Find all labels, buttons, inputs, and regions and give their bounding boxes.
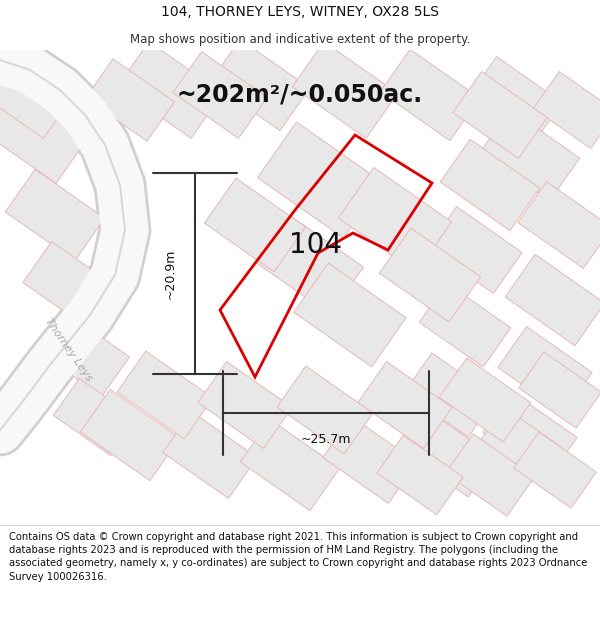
Polygon shape [257,216,364,314]
Polygon shape [292,42,398,138]
Polygon shape [380,49,480,141]
Polygon shape [240,419,340,511]
Polygon shape [519,352,600,428]
Polygon shape [277,366,373,454]
Polygon shape [505,254,600,346]
Polygon shape [358,362,452,448]
Polygon shape [404,413,496,497]
Polygon shape [518,182,600,268]
Text: 104, THORNEY LEYS, WITNEY, OX28 5LS: 104, THORNEY LEYS, WITNEY, OX28 5LS [161,6,439,19]
Polygon shape [498,327,592,413]
Polygon shape [41,314,130,396]
Polygon shape [440,139,540,231]
Polygon shape [514,432,596,508]
Polygon shape [446,434,535,516]
Polygon shape [428,207,522,293]
Polygon shape [468,57,562,143]
Polygon shape [419,283,511,367]
Text: ~25.7m: ~25.7m [301,433,351,446]
Polygon shape [439,358,531,442]
Text: ~20.9m: ~20.9m [164,248,177,299]
Polygon shape [323,417,417,503]
Polygon shape [163,412,257,498]
Polygon shape [23,242,117,328]
Polygon shape [483,392,577,478]
Polygon shape [205,178,305,272]
Polygon shape [0,87,88,183]
Polygon shape [53,379,137,456]
Text: Contains OS data © Crown copyright and database right 2021. This information is : Contains OS data © Crown copyright and d… [9,532,587,582]
Polygon shape [5,169,105,261]
Text: Thorney Leys: Thorney Leys [43,317,94,383]
Polygon shape [377,435,463,515]
Text: ~202m²/~0.050ac.: ~202m²/~0.050ac. [177,83,423,107]
Polygon shape [210,39,310,131]
Polygon shape [404,353,496,437]
Polygon shape [198,362,292,448]
Polygon shape [80,389,180,481]
Polygon shape [294,263,406,367]
Text: 104: 104 [289,231,341,259]
Polygon shape [173,52,267,138]
Text: Map shows position and indicative extent of the property.: Map shows position and indicative extent… [130,32,470,46]
Polygon shape [379,228,481,322]
Polygon shape [117,351,213,439]
Polygon shape [338,168,452,272]
Polygon shape [257,122,383,238]
Polygon shape [118,42,223,138]
Polygon shape [0,52,72,138]
Polygon shape [480,109,580,201]
Polygon shape [453,72,547,158]
Polygon shape [533,71,600,149]
Polygon shape [479,407,561,483]
Polygon shape [86,59,175,141]
